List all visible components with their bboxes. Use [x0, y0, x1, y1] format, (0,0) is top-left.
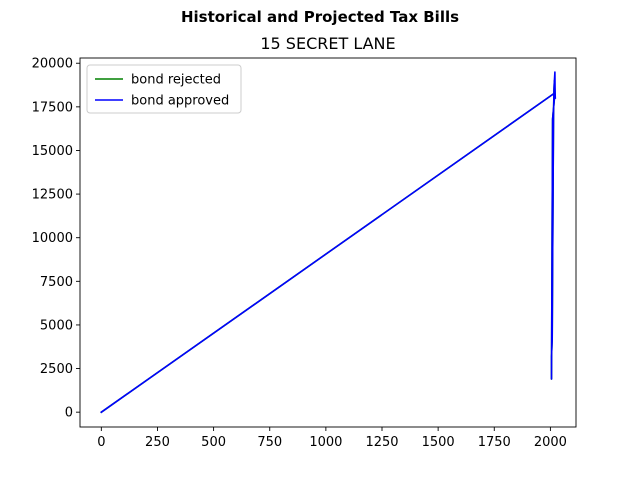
- y-tick-label: 5000: [40, 318, 73, 333]
- y-tick-label: 12500: [32, 188, 73, 203]
- axes-layer: 0 250 500 750 1000 1250 1500 1750 20000250050007…: [32, 57, 577, 450]
- series-line-2: [100, 71, 557, 414]
- y-tick-label: 20000: [32, 57, 73, 72]
- y-tick-label: 15000: [32, 144, 73, 159]
- x-tick-label: 0: [97, 435, 105, 450]
- x-tick-label: 1250: [365, 435, 398, 450]
- chart-title: 15 SECRET LANE: [260, 34, 395, 53]
- y-tick-label: 2500: [40, 362, 73, 377]
- axes-frame: [79, 57, 577, 428]
- x-tick-label: 1500: [422, 435, 455, 450]
- x-tick-label: 1750: [478, 435, 511, 450]
- series-layer: [100, 71, 557, 414]
- x-tick-label: 2000: [534, 435, 567, 450]
- y-tick-label: 10000: [32, 231, 73, 246]
- x-tick-label: 1000: [309, 435, 342, 450]
- x-tick-label: 250: [145, 435, 170, 450]
- legend-label-2: bond approved: [131, 94, 229, 109]
- legend-box: [86, 64, 242, 114]
- plot-background: [80, 58, 576, 427]
- y-tick-label: 17500: [32, 100, 73, 115]
- plot-area: [80, 58, 576, 427]
- legend: bond rejected bond approved: [86, 64, 242, 114]
- x-tick-label: 500: [201, 435, 226, 450]
- y-tick-label: 0: [65, 406, 73, 421]
- chart-suptitle: Historical and Projected Tax Bills: [181, 8, 459, 26]
- y-tick-label: 7500: [40, 275, 73, 290]
- x-tick-label: 750: [257, 435, 282, 450]
- legend-label-1: bond rejected: [131, 73, 221, 88]
